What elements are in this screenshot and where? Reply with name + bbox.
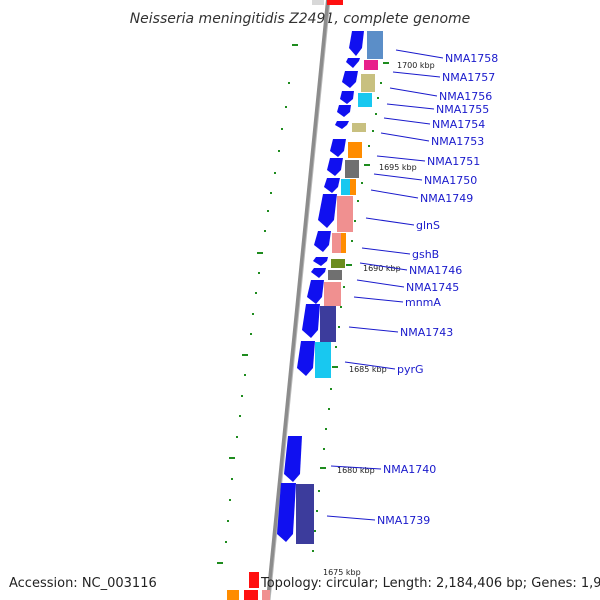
tick-label: 1700 kbp: [397, 61, 435, 70]
tick-label: 1680 kbp: [337, 466, 375, 475]
gene-label[interactable]: NMA1743: [400, 326, 453, 339]
gene-label[interactable]: NMA1749: [420, 192, 473, 205]
cds-arrow: [346, 58, 360, 68]
gene-label[interactable]: NMA1751: [427, 155, 480, 168]
gene-label[interactable]: NMA1755: [436, 103, 489, 116]
gene-label[interactable]: NMA1746: [409, 264, 462, 277]
cds-arrow: [340, 91, 354, 104]
cds-arrow: [318, 194, 337, 228]
cds-arrow: [311, 268, 326, 278]
cds-arrow: [277, 483, 296, 542]
genome-title: Neisseria meningitidis Z2491, complete g…: [130, 11, 471, 27]
cog-boxes: [296, 31, 383, 544]
bottom-features: [227, 572, 270, 600]
tick-label: 1685 kbp: [349, 365, 387, 374]
gene-label[interactable]: pyrG: [397, 363, 424, 376]
genome-backbone: [266, 0, 330, 600]
cds-arrow: [330, 139, 346, 157]
inner-tick-marks: [312, 62, 389, 552]
gene-label[interactable]: NMA1745: [406, 281, 459, 294]
accession-text: Accession: NC_003116: [9, 576, 157, 591]
cds-arrow: [327, 158, 343, 176]
gene-label[interactable]: NMA1740: [383, 463, 436, 476]
tick-labels: 1700 kbp 1695 kbp 1690 kbp 1685 kbp 1680…: [323, 61, 435, 577]
cds-arrow: [335, 121, 349, 129]
cds-arrow: [337, 105, 351, 117]
tick-label: 1695 kbp: [379, 163, 417, 172]
gene-label[interactable]: NMA1750: [424, 174, 477, 187]
gene-label[interactable]: NMA1739: [377, 514, 430, 527]
cds-features: [277, 31, 364, 542]
gene-label[interactable]: NMA1754: [432, 118, 485, 131]
gene-label[interactable]: glnS: [416, 219, 440, 232]
gene-labels: NMA1758 NMA1757 NMA1756 NMA1755 NMA1754 …: [377, 52, 498, 527]
gene-label[interactable]: gshB: [412, 248, 439, 261]
cds-arrow: [284, 436, 302, 482]
cds-arrow: [342, 71, 358, 88]
cds-arrow: [349, 31, 364, 56]
cds-arrow: [302, 304, 320, 338]
cds-arrow: [297, 341, 315, 376]
cds-arrow: [314, 231, 331, 252]
cds-arrow: [307, 280, 324, 304]
cds-arrow: [313, 257, 328, 266]
gene-label[interactable]: NMA1758: [445, 52, 498, 65]
gene-label[interactable]: NMA1757: [442, 71, 495, 84]
top-red-feature: [327, 0, 343, 5]
cds-arrow: [324, 178, 340, 193]
outer-tick-dots: [217, 44, 298, 564]
label-leaders: [326, 49, 444, 521]
gene-label[interactable]: NMA1753: [431, 135, 484, 148]
gene-label[interactable]: NMA1756: [439, 90, 492, 103]
topology-text: Topology: circular; Length: 2,184,406 bp…: [260, 576, 600, 591]
gene-label[interactable]: mnmA: [405, 296, 441, 309]
tick-label: 1690 kbp: [363, 264, 401, 273]
tick-label: 1675 kbp: [323, 568, 361, 577]
